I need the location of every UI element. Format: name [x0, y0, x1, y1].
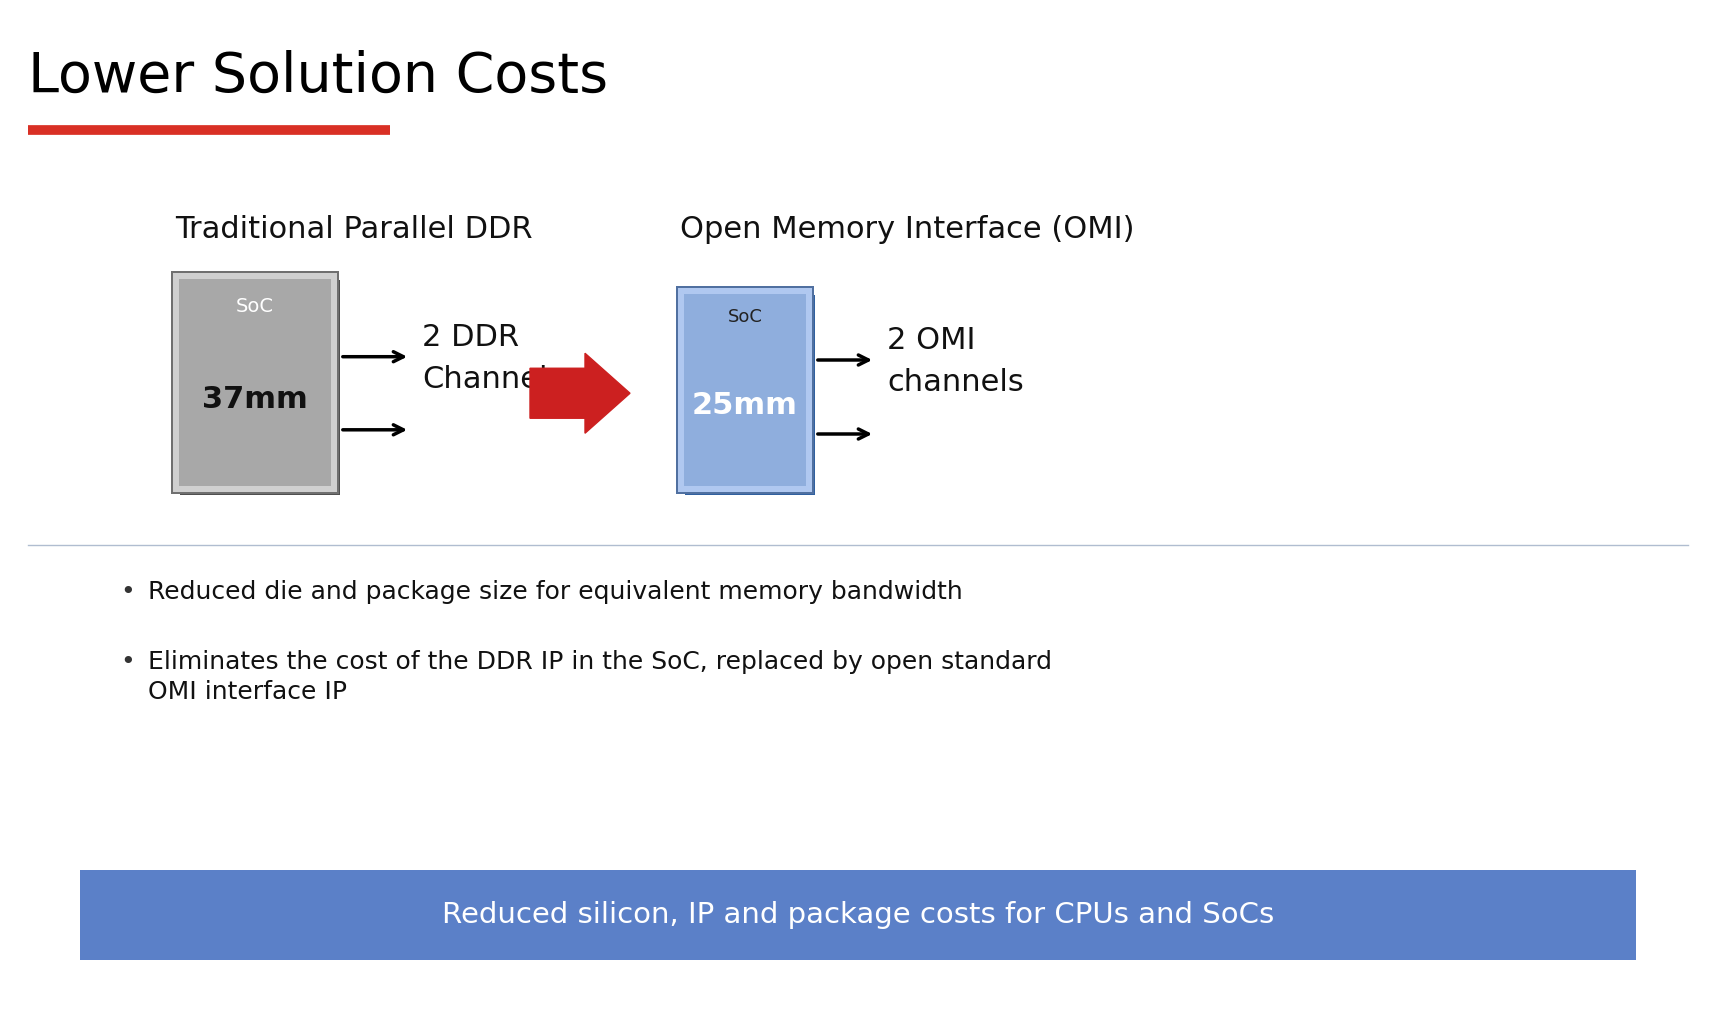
- Text: Lower Solution Costs: Lower Solution Costs: [27, 50, 607, 104]
- Text: SoC: SoC: [237, 297, 275, 316]
- FancyBboxPatch shape: [676, 286, 813, 494]
- Text: •: •: [120, 650, 136, 674]
- Text: Channels: Channels: [422, 365, 563, 394]
- Text: Open Memory Interface (OMI): Open Memory Interface (OMI): [680, 215, 1134, 244]
- Text: 2 OMI: 2 OMI: [887, 326, 975, 355]
- Text: channels: channels: [887, 368, 1024, 397]
- FancyBboxPatch shape: [678, 288, 812, 492]
- FancyBboxPatch shape: [173, 273, 336, 492]
- Text: Traditional Parallel DDR: Traditional Parallel DDR: [175, 215, 532, 244]
- Text: OMI interface IP: OMI interface IP: [148, 680, 347, 704]
- Bar: [178, 279, 331, 486]
- FancyBboxPatch shape: [685, 295, 815, 495]
- Text: 37mm: 37mm: [202, 385, 307, 414]
- Text: Reduced die and package size for equivalent memory bandwidth: Reduced die and package size for equival…: [148, 580, 963, 604]
- Bar: [685, 294, 807, 486]
- Text: 25mm: 25mm: [692, 392, 798, 420]
- Text: •: •: [120, 580, 136, 604]
- FancyArrow shape: [530, 354, 630, 433]
- Text: SoC: SoC: [728, 308, 762, 326]
- FancyBboxPatch shape: [180, 280, 340, 495]
- FancyBboxPatch shape: [172, 271, 340, 494]
- Text: Eliminates the cost of the DDR IP in the SoC, replaced by open standard: Eliminates the cost of the DDR IP in the…: [148, 650, 1052, 674]
- Bar: [81, 870, 1635, 960]
- Text: 2 DDR: 2 DDR: [422, 323, 520, 351]
- Text: Reduced silicon, IP and package costs for CPUs and SoCs: Reduced silicon, IP and package costs fo…: [443, 901, 1273, 929]
